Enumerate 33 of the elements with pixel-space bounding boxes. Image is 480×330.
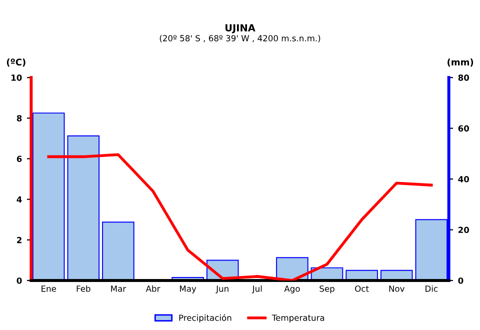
x-tick-label: Sep [320,286,334,294]
legend-label: Temperatura [272,314,324,322]
x-tick-label: Ene [42,286,56,292]
x-tick-label: Abr [146,285,160,292]
y2-tick-label: 20 [458,226,470,234]
chart-subtitle: (20º 58' S , 68º 39' W , 4200 m.s.n.m.) [160,34,320,42]
bar [67,135,100,280]
y2-tick-label: 80 [458,74,470,81]
y-tick-label: 10 [12,74,22,81]
bar [102,222,134,280]
y-tick-label: 8 [16,115,22,122]
y-axis-title: (ºC) [6,58,26,67]
bar [32,112,65,280]
x-tick-label: Jun [216,286,228,294]
y-tick-label: 4 [16,196,22,202]
chart-title: UJINA [226,24,256,34]
x-tick-label: Ago [284,286,300,294]
x-tick-label: Oct [355,286,369,292]
x-tick-label: Feb [76,285,90,292]
y-tick-label: 2 [17,236,22,244]
line-series [47,153,433,280]
x-tick-label: Nov [389,286,404,292]
y2-tick-label: 40 [458,176,470,182]
y2-tick-label: 60 [458,125,470,132]
y-tick-label: 6 [16,156,22,162]
y2-axis-title: (mm) [448,58,474,67]
legend-label: Precipitación [179,314,232,322]
x-tick-label: Dic [426,285,438,292]
x-tick-label: Mar [111,286,126,292]
y-tick-label: 0 [16,277,22,284]
x-tick-label: May [180,286,196,294]
x-tick-label: Jul [252,285,262,294]
y2-tick-label: 0 [458,277,464,284]
